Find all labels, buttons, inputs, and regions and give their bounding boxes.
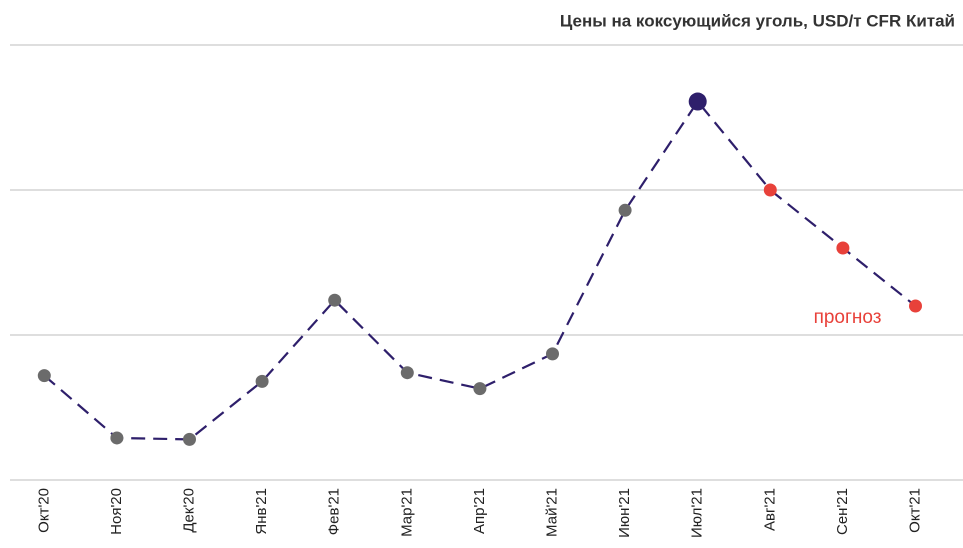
point [909,299,922,313]
x-tick-label: Ноя'20 [108,488,125,535]
chart-title: Цены на коксующийся уголь, USD/т CFR Кит… [560,11,955,30]
x-tick-label: Сен'21 [834,488,851,535]
point [688,92,707,111]
point [473,382,487,396]
point [400,366,414,380]
point [763,183,777,197]
annotation: прогноз [814,307,882,328]
x-tick-label: Мар'21 [398,488,415,537]
x-tick-label: Май'21 [543,488,560,537]
x-tick-label: Июл'21 [689,488,706,538]
point [110,431,124,445]
point [37,369,51,383]
point [255,374,269,388]
x-tick-label: Окт'20 [35,488,52,533]
x-tick-label: Фев'21 [326,488,343,535]
x-tick-label: Авг'21 [761,488,778,531]
point [618,203,632,217]
x-tick-label: Янв'21 [253,488,270,535]
x-tick-label: Апр'21 [471,488,488,534]
x-tick-label: Июн'21 [616,488,633,538]
point [836,241,850,255]
point [546,347,559,361]
point [183,432,196,446]
x-tick-label: Окт'21 [906,488,923,533]
x-tick-label: Дек'20 [180,488,197,533]
point [328,293,342,307]
